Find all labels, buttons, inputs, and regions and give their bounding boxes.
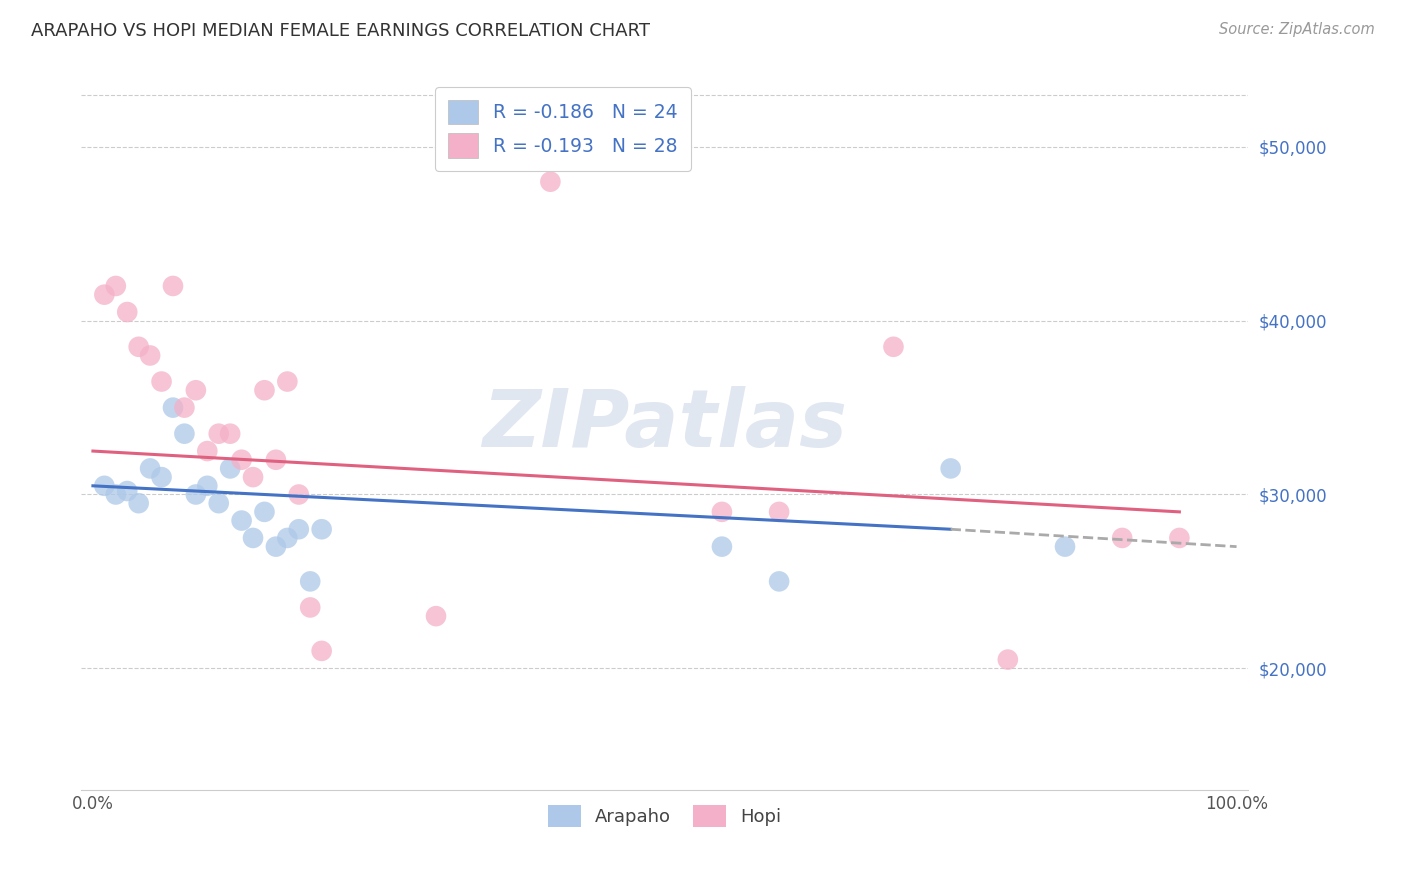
Point (115, 305, 138, 319)
Point (299, 574, 322, 589)
Point (184, 487, 207, 501)
Text: ARAPAHO VS HOPI MEDIAN FEMALE EARNINGS CORRELATION CHART: ARAPAHO VS HOPI MEDIAN FEMALE EARNINGS C… (31, 22, 650, 40)
Point (231, 452, 253, 467)
Point (882, 340, 904, 354)
Point (139, 461, 162, 475)
Point (710, 505, 733, 519)
Point (1111, 531, 1133, 545)
Point (253, 505, 276, 519)
Point (264, 540, 287, 554)
Point (173, 401, 195, 415)
Point (128, 496, 150, 510)
Point (150, 470, 173, 484)
Point (195, 479, 218, 493)
Point (219, 426, 242, 441)
Point (128, 340, 150, 354)
Point (139, 349, 162, 363)
Point (311, 522, 333, 536)
Point (538, 175, 561, 189)
Point (288, 522, 311, 536)
Point (219, 461, 242, 475)
Point (288, 487, 311, 501)
Point (242, 531, 264, 545)
Point (1168, 531, 1191, 545)
Point (93, 479, 115, 493)
Point (768, 505, 790, 519)
Point (299, 600, 322, 615)
Text: ZIPatlas: ZIPatlas (482, 386, 848, 464)
Point (162, 279, 184, 293)
Text: Source: ZipAtlas.com: Source: ZipAtlas.com (1219, 22, 1375, 37)
Point (1053, 540, 1076, 554)
Point (104, 279, 127, 293)
Point (231, 514, 253, 528)
Point (208, 496, 231, 510)
Point (253, 383, 276, 397)
Point (242, 470, 264, 484)
Point (264, 452, 287, 467)
Point (162, 401, 184, 415)
Point (939, 461, 962, 475)
Point (150, 375, 173, 389)
Point (93, 287, 115, 301)
Point (768, 574, 790, 589)
Point (311, 644, 333, 658)
Point (184, 383, 207, 397)
Legend: Arapaho, Hopi: Arapaho, Hopi (541, 797, 789, 834)
Point (997, 652, 1019, 666)
Point (425, 609, 447, 624)
Point (276, 531, 298, 545)
Point (208, 426, 231, 441)
Point (173, 426, 195, 441)
Point (710, 540, 733, 554)
Point (104, 487, 127, 501)
Point (115, 483, 138, 498)
Point (195, 444, 218, 458)
Point (276, 375, 298, 389)
